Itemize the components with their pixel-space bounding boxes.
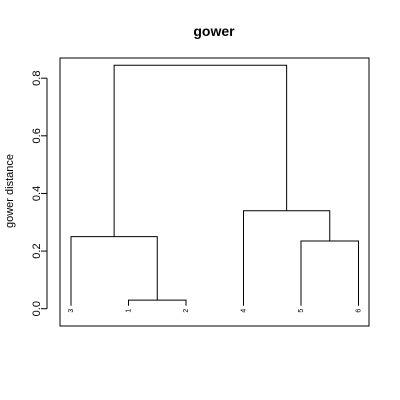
leaf-labels: 3 1 2 4 5 6 (68, 309, 363, 313)
y-tick-label: 0.6 (31, 128, 43, 143)
leaf-label: 5 (298, 309, 305, 313)
dendrogram-link (113, 64, 288, 237)
leaf-label: 1 (126, 309, 133, 313)
leaf-label: 6 (356, 309, 363, 313)
dendrogram-link (128, 299, 187, 306)
leaf-label: 4 (241, 309, 248, 313)
dendrogram-tree (70, 64, 359, 306)
y-tick-label: 0.4 (31, 186, 43, 201)
leaf-label: 2 (183, 309, 190, 313)
y-tick-label: 0.0 (31, 301, 43, 316)
y-tick-label: 0.8 (31, 71, 43, 86)
chart-title: gower (193, 23, 235, 39)
y-axis-title: gower distance (4, 154, 16, 228)
y-axis: 0.0 0.2 0.4 0.6 0.8 (31, 71, 48, 316)
y-tick-label: 0.2 (31, 243, 43, 258)
dendrogram-link (300, 240, 359, 306)
dendrogram-link (70, 236, 158, 306)
plot-frame (59, 57, 370, 327)
leaf-label: 3 (68, 309, 75, 313)
dendrogram-link (243, 210, 331, 306)
